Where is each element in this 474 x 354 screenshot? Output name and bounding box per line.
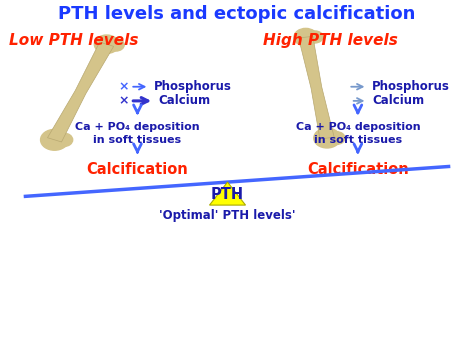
Circle shape: [328, 132, 345, 144]
Text: Phosphorus: Phosphorus: [154, 80, 232, 93]
Text: Ca + PO₄ deposition
in soft tissues: Ca + PO₄ deposition in soft tissues: [75, 122, 200, 144]
Polygon shape: [47, 42, 114, 142]
Polygon shape: [210, 182, 246, 205]
Text: Ca + PO₄ deposition
in soft tissues: Ca + PO₄ deposition in soft tissues: [296, 122, 420, 144]
Text: PTH: PTH: [211, 187, 244, 202]
Text: Calcium: Calcium: [372, 95, 424, 107]
Circle shape: [108, 39, 124, 51]
Text: Phosphorus: Phosphorus: [372, 80, 450, 93]
Text: PTH levels and ectopic calcification: PTH levels and ectopic calcification: [58, 5, 416, 23]
Circle shape: [314, 128, 340, 148]
Polygon shape: [299, 36, 334, 139]
Text: 'Optimal' PTH levels': 'Optimal' PTH levels': [159, 209, 296, 222]
Text: Calcification: Calcification: [307, 162, 409, 177]
Circle shape: [307, 31, 323, 43]
Text: ×: ×: [118, 95, 128, 107]
Text: Calcification: Calcification: [87, 162, 188, 177]
Text: ×: ×: [118, 80, 128, 93]
Circle shape: [41, 130, 68, 150]
Text: Calcium: Calcium: [159, 95, 211, 107]
Text: High PTH levels: High PTH levels: [263, 33, 398, 48]
Text: Low PTH levels: Low PTH levels: [9, 33, 138, 48]
Circle shape: [55, 133, 73, 147]
Circle shape: [294, 28, 318, 46]
Circle shape: [94, 35, 119, 53]
